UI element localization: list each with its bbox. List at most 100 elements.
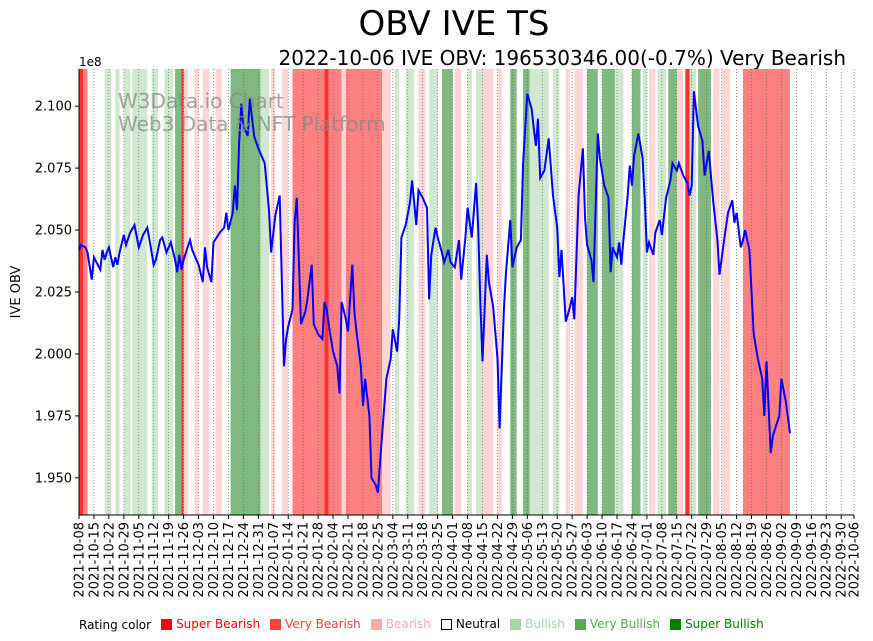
x-tick-label: 2022-09-16: [805, 522, 820, 598]
rating-band: [523, 69, 530, 515]
y-tick-label: 2.000: [35, 347, 72, 362]
x-tick-label: 2021-11-05: [132, 522, 147, 598]
legend-item: Very Bearish: [270, 617, 361, 631]
y-tick-label: 2.050: [35, 224, 72, 239]
rating-band: [649, 69, 656, 515]
legend-item: Super Bearish: [161, 617, 260, 631]
rating-band: [676, 69, 684, 515]
rating-band: [83, 69, 88, 515]
x-tick-label: 2022-05-27: [566, 522, 581, 598]
x-tick-label: 2022-01-21: [297, 522, 312, 598]
x-gridlines: [78, 69, 855, 515]
x-tick-label: 2022-02-25: [371, 522, 386, 598]
x-tick-label: 2022-03-18: [416, 522, 431, 598]
rating-band: [642, 69, 647, 515]
rating-band: [260, 69, 270, 515]
rating-band: [689, 69, 697, 515]
rating-band: [497, 69, 502, 515]
watermark-line-2: Web3 Data & NFT Platform: [118, 112, 386, 136]
x-tick-label: 2022-04-15: [476, 522, 491, 598]
x-tick-label: 2022-04-22: [491, 522, 506, 598]
rating-band: [574, 69, 583, 515]
rating-legend: Rating color Super Bearish Very Bearish Be…: [79, 617, 764, 633]
rating-band: [324, 69, 329, 515]
x-tick-label: 2022-03-11: [401, 522, 416, 598]
x-tick-label: 2022-03-25: [431, 522, 446, 598]
rating-band: [281, 69, 289, 515]
x-tick-label: 2022-06-17: [611, 522, 626, 598]
x-tick-label: 2022-02-18: [356, 522, 371, 598]
x-tick-label: 2022-01-07: [267, 522, 282, 598]
chart-subtitle: 2022-10-06 IVE OBV: 196530346.00(-0.7%) …: [278, 46, 846, 70]
rating-band: [183, 69, 188, 515]
rating-band: [405, 69, 415, 515]
legend-swatch: [510, 618, 522, 630]
x-tick-label: 2021-10-29: [117, 522, 132, 598]
rating-band: [132, 69, 148, 515]
legend-swatch: [370, 618, 382, 630]
rating-band: [328, 69, 342, 515]
legend-label: Very Bullish: [589, 617, 661, 631]
x-tick-label: 2022-07-15: [670, 522, 685, 598]
legend-item: Bullish: [510, 617, 565, 631]
legend-title: Rating color: [79, 617, 152, 632]
rating-band: [454, 69, 462, 515]
x-tick-label: 2022-09-23: [820, 522, 835, 598]
rating-band: [587, 69, 598, 515]
rating-band: [394, 69, 400, 515]
x-tick-label: 2022-07-01: [640, 522, 655, 598]
x-tick-label: 2021-12-17: [222, 522, 237, 598]
chart-title: OBV IVE TS: [358, 4, 550, 44]
legend-label: Super Bullish: [685, 617, 764, 631]
x-tick-label: 2021-12-03: [192, 522, 207, 598]
legend-item: Super Bullish: [670, 617, 764, 631]
x-tick-label: 2022-06-24: [625, 522, 640, 598]
x-tick-label: 2022-08-26: [760, 522, 775, 598]
rating-band: [96, 69, 99, 515]
x-tick-label: 2021-12-10: [207, 522, 222, 598]
legend-items: Super Bearish Very Bearish Bearish Neutral B…: [151, 617, 764, 633]
y-tick-label: 1.975: [35, 409, 72, 424]
x-tick-label: 2022-05-06: [521, 522, 536, 598]
x-tick-label: 2022-10-06: [848, 522, 863, 598]
rating-band: [631, 69, 641, 515]
x-tick-label: 2022-07-22: [685, 522, 700, 598]
rating-band: [104, 69, 112, 515]
x-tick-label: 2021-11-12: [147, 522, 162, 598]
legend-label: Neutral: [455, 617, 501, 631]
rating-band: [529, 69, 549, 515]
legend-item: Very Bullish: [574, 617, 661, 631]
legend-label: Bearish: [385, 617, 431, 631]
x-tick-label: 2021-11-19: [162, 522, 177, 598]
obv-series-line: [78, 91, 791, 493]
legend-swatch: [440, 618, 452, 630]
x-tick-label: 2022-09-09: [790, 522, 805, 598]
x-tick-label: 2021-10-08: [73, 522, 88, 598]
rating-band: [713, 69, 720, 515]
rating-band: [602, 69, 615, 515]
x-tick-label: 2022-07-29: [700, 522, 715, 598]
x-tick-label: 2022-04-29: [506, 522, 521, 598]
x-tick-label: 2022-04-01: [446, 522, 461, 598]
rating-band: [151, 69, 158, 515]
rating-band: [614, 69, 624, 515]
x-tick-label: 2022-07-08: [655, 522, 670, 598]
x-tick-label: 2022-08-05: [715, 522, 730, 598]
rating-band: [181, 69, 184, 515]
legend-item: Neutral: [440, 617, 501, 631]
legend-swatch: [161, 618, 173, 630]
x-tick-label: 2022-05-20: [551, 522, 566, 598]
legend-swatch: [574, 618, 586, 630]
y-ticks: 1.950 1.975 2.000 2.025 2.050 2.075 2.100: [35, 100, 79, 486]
x-tick-label: 2022-06-03: [581, 522, 596, 598]
rating-band: [341, 69, 346, 515]
x-tick-label: 2021-12-24: [237, 522, 252, 598]
x-tick-label: 2021-11-26: [177, 522, 192, 598]
rating-band: [194, 69, 199, 515]
rating-band: [418, 69, 425, 515]
x-tick-label: 2022-02-11: [342, 522, 357, 598]
x-tick-label: 2021-12-31: [252, 522, 267, 598]
x-tick-label: 2022-03-04: [386, 522, 401, 598]
x-tick-label: 2022-02-04: [327, 522, 342, 598]
